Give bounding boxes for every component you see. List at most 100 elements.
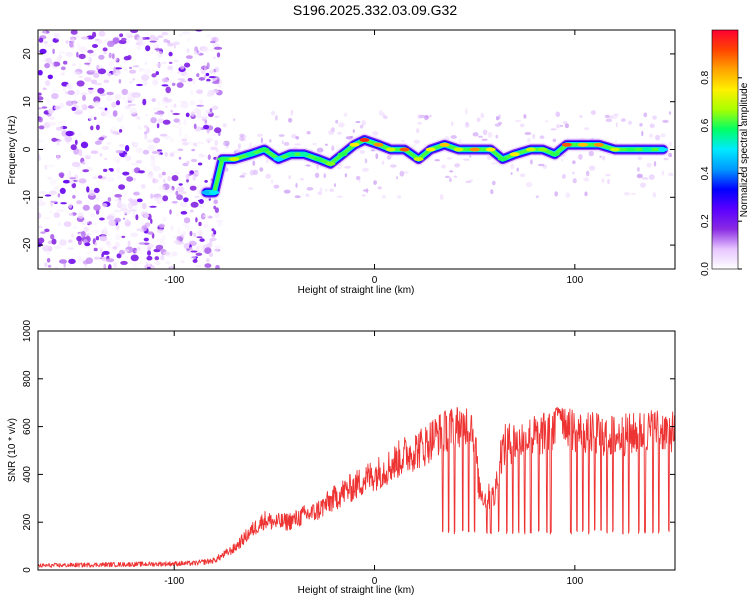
noise-speckle bbox=[99, 235, 108, 242]
noise-speckle bbox=[209, 68, 216, 75]
noise-speckle bbox=[57, 193, 61, 198]
noise-speckle bbox=[195, 217, 198, 223]
ridge-halo-speckle bbox=[465, 108, 468, 115]
noise-speckle bbox=[121, 235, 126, 239]
noise-speckle bbox=[76, 235, 82, 242]
noise-speckle bbox=[95, 236, 100, 241]
noise-speckle bbox=[178, 33, 183, 37]
ridge-halo-speckle bbox=[476, 117, 481, 123]
ridge-halo-speckle bbox=[362, 167, 369, 172]
noise-speckle bbox=[100, 248, 103, 254]
colorbar-tick-label: 0.0 bbox=[700, 262, 711, 276]
ridge-halo-speckle bbox=[458, 139, 462, 144]
noise-speckle bbox=[212, 56, 217, 59]
noise-speckle bbox=[118, 184, 126, 190]
ridge-halo-speckle bbox=[294, 143, 302, 146]
ridge-halo-speckle bbox=[643, 112, 648, 118]
noise-speckle bbox=[173, 239, 180, 244]
noise-speckle bbox=[85, 233, 91, 236]
y-tick-label: 800 bbox=[22, 370, 33, 387]
ridge-halo-speckle bbox=[668, 172, 674, 177]
noise-speckle bbox=[118, 249, 125, 255]
ridge-halo-speckle bbox=[555, 111, 560, 117]
ridge-halo-speckle bbox=[556, 124, 560, 129]
noise-speckle bbox=[170, 225, 174, 231]
noise-speckle bbox=[147, 261, 151, 267]
ridge-peak bbox=[577, 142, 588, 147]
noise-speckle bbox=[83, 154, 92, 158]
noise-speckle bbox=[103, 168, 108, 172]
noise-speckle bbox=[146, 174, 155, 180]
noise-speckle bbox=[198, 221, 202, 227]
ridge-halo-speckle bbox=[287, 117, 293, 123]
ridge-halo-speckle bbox=[662, 119, 669, 123]
noise-speckle bbox=[185, 58, 192, 64]
noise-speckle bbox=[108, 264, 112, 269]
ridge-halo-speckle bbox=[523, 114, 527, 119]
ridge-halo-speckle bbox=[252, 160, 256, 166]
noise-speckle bbox=[156, 123, 160, 129]
ridge-halo-speckle bbox=[222, 142, 226, 146]
ridge-halo-speckle bbox=[668, 141, 672, 146]
noise-speckle bbox=[132, 65, 140, 68]
ridge-halo-speckle bbox=[403, 171, 409, 174]
noise-speckle bbox=[152, 165, 161, 172]
ridge-halo-speckle bbox=[491, 180, 496, 186]
noise-speckle bbox=[78, 149, 83, 157]
ridge-halo-speckle bbox=[239, 133, 245, 138]
noise-speckle bbox=[95, 197, 99, 201]
noise-speckle bbox=[122, 217, 126, 220]
noise-speckle bbox=[188, 141, 194, 145]
noise-speckle bbox=[76, 88, 80, 96]
noise-speckle bbox=[49, 116, 56, 120]
noise-speckle bbox=[135, 147, 143, 153]
noise-speckle bbox=[111, 101, 117, 108]
ridge-halo-speckle bbox=[233, 118, 236, 122]
noise-speckle bbox=[68, 212, 74, 216]
colorbar-tick-label: 0.4 bbox=[700, 166, 711, 180]
ridge-halo-speckle bbox=[295, 183, 298, 188]
ridge-halo-speckle bbox=[413, 139, 421, 144]
ridge-halo-speckle bbox=[319, 187, 323, 193]
noise-speckle bbox=[213, 199, 218, 205]
noise-speckle bbox=[106, 91, 114, 96]
noise-speckle bbox=[38, 92, 42, 96]
noise-speckle bbox=[108, 219, 117, 227]
noise-speckle bbox=[113, 66, 116, 73]
noise-speckle bbox=[106, 176, 115, 182]
ridge-halo-speckle bbox=[572, 171, 575, 175]
noise-speckle bbox=[194, 195, 200, 198]
noise-speckle bbox=[125, 218, 129, 224]
noise-speckle bbox=[155, 244, 164, 250]
noise-speckle bbox=[174, 171, 181, 175]
ridge-halo-speckle bbox=[463, 158, 470, 161]
noise-speckle bbox=[168, 51, 173, 57]
noise-speckle bbox=[65, 100, 74, 107]
noise-speckle bbox=[47, 74, 53, 80]
ridge-halo-speckle bbox=[290, 109, 294, 116]
noise-speckle bbox=[60, 66, 66, 71]
noise-speckle bbox=[104, 107, 108, 111]
noise-speckle bbox=[176, 194, 184, 201]
noise-speckle bbox=[156, 152, 162, 158]
noise-speckle bbox=[121, 37, 127, 42]
noise-speckle bbox=[66, 83, 71, 89]
noise-speckle bbox=[189, 185, 197, 191]
noise-speckle bbox=[88, 189, 96, 197]
ridge-halo-speckle bbox=[537, 163, 545, 167]
noise-speckle bbox=[136, 83, 143, 87]
x-tick-label: 100 bbox=[566, 576, 583, 587]
noise-speckle bbox=[85, 257, 94, 265]
noise-speckle bbox=[57, 121, 66, 125]
noise-speckle bbox=[211, 133, 217, 137]
ridge-halo-speckle bbox=[588, 150, 594, 157]
noise-speckle bbox=[145, 45, 151, 52]
noise-speckle bbox=[203, 223, 209, 228]
ridge-halo-speckle bbox=[660, 133, 666, 138]
ridge-halo-speckle bbox=[352, 129, 355, 133]
noise-speckle bbox=[65, 40, 69, 44]
noise-speckle bbox=[38, 201, 46, 206]
spectrogram-content bbox=[38, 30, 674, 269]
ridge-halo-speckle bbox=[331, 145, 335, 151]
